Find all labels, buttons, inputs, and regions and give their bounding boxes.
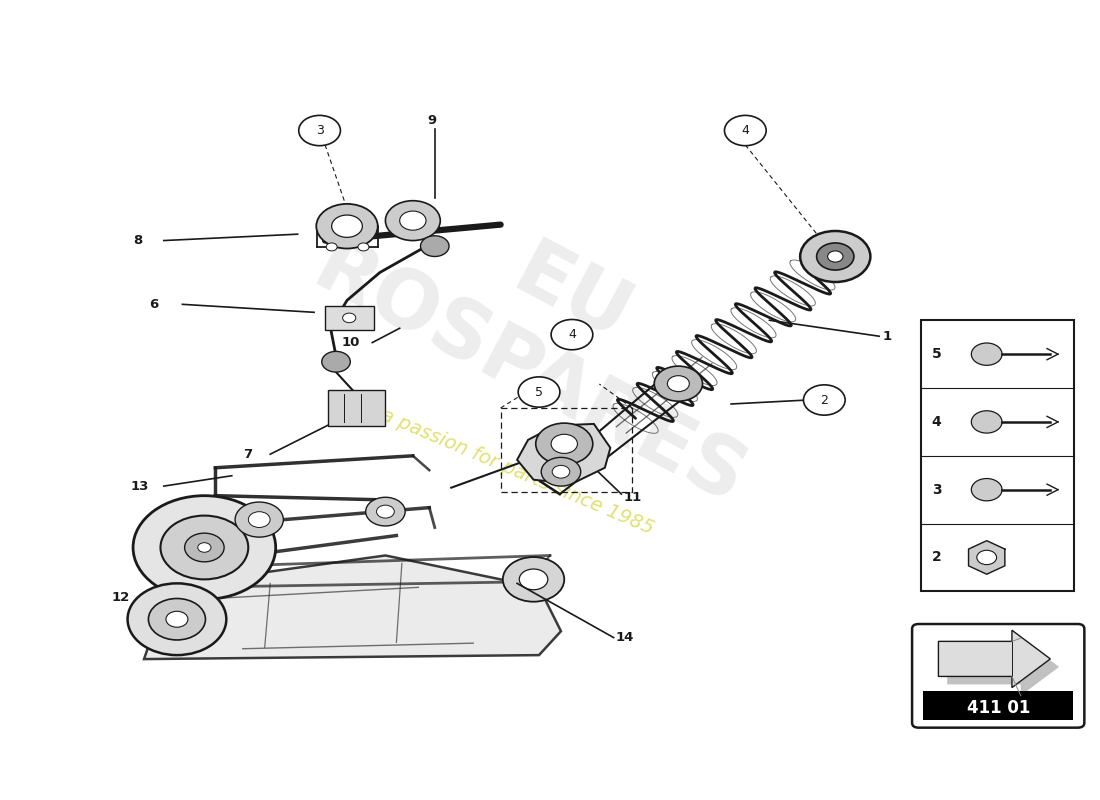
Circle shape bbox=[827, 251, 843, 262]
Text: 8: 8 bbox=[133, 234, 142, 247]
Text: 7: 7 bbox=[243, 448, 252, 461]
FancyBboxPatch shape bbox=[912, 624, 1085, 728]
Text: 4: 4 bbox=[741, 124, 749, 137]
Text: a passion for parts since 1985: a passion for parts since 1985 bbox=[377, 406, 657, 538]
Circle shape bbox=[385, 201, 440, 241]
Circle shape bbox=[654, 366, 703, 401]
Text: 1: 1 bbox=[882, 330, 892, 342]
Circle shape bbox=[166, 611, 188, 627]
Circle shape bbox=[376, 505, 394, 518]
Text: 3: 3 bbox=[932, 482, 942, 497]
Circle shape bbox=[977, 550, 997, 565]
Circle shape bbox=[365, 498, 405, 526]
Circle shape bbox=[322, 351, 350, 372]
Circle shape bbox=[133, 496, 276, 599]
Circle shape bbox=[971, 343, 1002, 366]
Text: 10: 10 bbox=[341, 336, 360, 349]
Bar bbox=[923, 691, 1074, 720]
Circle shape bbox=[185, 533, 224, 562]
Circle shape bbox=[332, 215, 362, 238]
Circle shape bbox=[358, 243, 368, 251]
Circle shape bbox=[551, 319, 593, 350]
Circle shape bbox=[148, 598, 206, 640]
Polygon shape bbox=[144, 555, 561, 659]
Text: 4: 4 bbox=[568, 328, 576, 341]
Circle shape bbox=[420, 236, 449, 257]
Bar bbox=[921, 320, 1075, 591]
FancyBboxPatch shape bbox=[329, 390, 385, 426]
Text: 13: 13 bbox=[131, 479, 150, 493]
Circle shape bbox=[249, 512, 271, 527]
Circle shape bbox=[551, 434, 578, 454]
Circle shape bbox=[725, 115, 767, 146]
Circle shape bbox=[536, 423, 593, 465]
Circle shape bbox=[541, 458, 581, 486]
Text: 5: 5 bbox=[932, 347, 942, 361]
Circle shape bbox=[235, 502, 284, 537]
Bar bbox=[326, 306, 374, 330]
Text: 2: 2 bbox=[932, 550, 942, 565]
Circle shape bbox=[552, 466, 570, 478]
Circle shape bbox=[299, 115, 340, 146]
Circle shape bbox=[668, 376, 690, 392]
Text: 5: 5 bbox=[535, 386, 543, 398]
Polygon shape bbox=[969, 541, 1004, 574]
Circle shape bbox=[971, 478, 1002, 501]
Text: 4: 4 bbox=[932, 415, 942, 429]
Polygon shape bbox=[947, 638, 1059, 695]
Circle shape bbox=[327, 243, 337, 251]
Text: 411 01: 411 01 bbox=[967, 699, 1030, 718]
Circle shape bbox=[971, 410, 1002, 433]
Circle shape bbox=[800, 231, 870, 282]
Circle shape bbox=[198, 542, 211, 552]
Text: 6: 6 bbox=[150, 298, 158, 311]
Polygon shape bbox=[938, 630, 1050, 688]
Text: 3: 3 bbox=[316, 124, 323, 137]
Polygon shape bbox=[517, 424, 611, 484]
Circle shape bbox=[503, 557, 564, 602]
Text: 9: 9 bbox=[427, 114, 437, 127]
Circle shape bbox=[317, 204, 377, 249]
Circle shape bbox=[803, 385, 845, 415]
Circle shape bbox=[342, 313, 355, 322]
Text: 14: 14 bbox=[616, 631, 635, 644]
Circle shape bbox=[161, 515, 249, 579]
Text: 2: 2 bbox=[821, 394, 828, 406]
Circle shape bbox=[399, 211, 426, 230]
Circle shape bbox=[518, 377, 560, 407]
Circle shape bbox=[519, 569, 548, 590]
Circle shape bbox=[816, 243, 854, 270]
Text: 11: 11 bbox=[624, 490, 641, 504]
Text: 12: 12 bbox=[111, 591, 130, 604]
Text: EU
ROSPARES: EU ROSPARES bbox=[300, 150, 800, 522]
Circle shape bbox=[128, 583, 227, 655]
